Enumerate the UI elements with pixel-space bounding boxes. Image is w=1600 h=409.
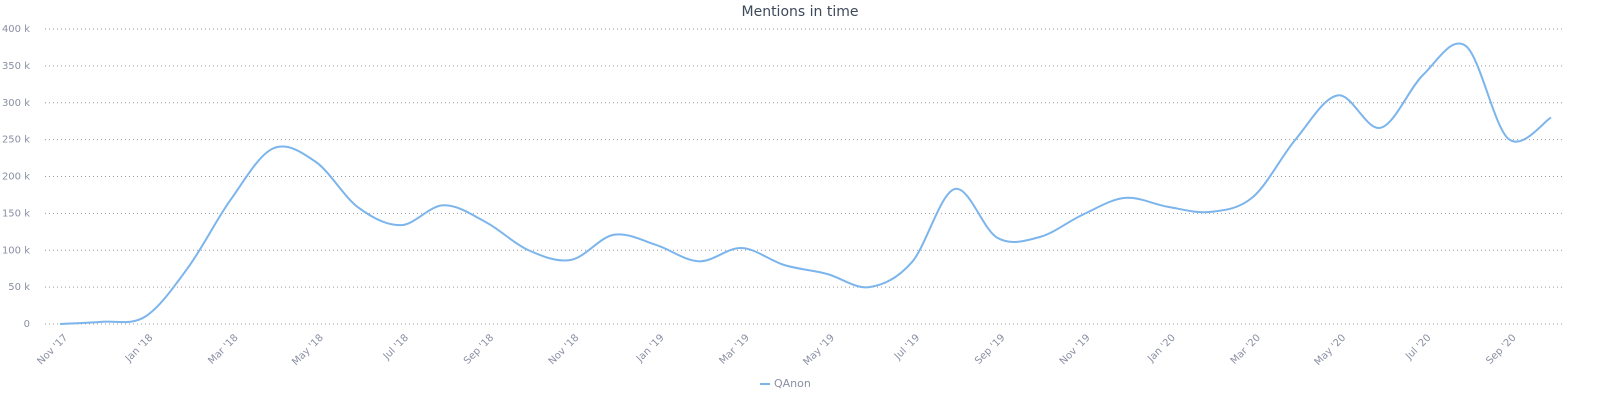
x-tick-label: Mar '18 xyxy=(206,332,240,366)
y-tick-label: 300 k xyxy=(2,98,30,109)
x-tick-label: Nov '18 xyxy=(547,332,582,367)
x-tick-label: Sep '18 xyxy=(462,332,496,366)
x-tick-label: Jan '18 xyxy=(123,332,156,365)
x-tick-label: Jul '20 xyxy=(1403,332,1433,362)
x-tick-label: Nov '19 xyxy=(1058,332,1093,367)
y-tick-label: 50 k xyxy=(8,282,30,293)
y-tick-label: 0 xyxy=(24,319,30,330)
x-tick-label: May '18 xyxy=(290,332,326,368)
y-tick-label: 100 k xyxy=(2,245,30,256)
y-tick-label: 150 k xyxy=(2,208,30,219)
x-tick-label: Sep '20 xyxy=(1484,332,1518,366)
x-tick-label: Mar '19 xyxy=(718,332,752,366)
x-tick-label: Jan '20 xyxy=(1145,332,1178,365)
y-tick-label: 400 k xyxy=(2,24,30,35)
line xyxy=(59,42,1552,325)
y-tick-label: 250 k xyxy=(2,135,30,146)
legend-label: QAnon xyxy=(774,377,811,390)
x-tick-label: Jan '19 xyxy=(634,332,667,365)
x-tick-label: Jul '19 xyxy=(892,332,922,362)
y-tick-label: 350 k xyxy=(2,61,30,72)
x-tick-label: Sep '19 xyxy=(973,332,1007,366)
x-tick-label: Mar '20 xyxy=(1229,332,1263,366)
x-tick-label: Jul '18 xyxy=(381,332,411,362)
y-tick-label: 200 k xyxy=(2,172,30,183)
chart-title: Mentions in time xyxy=(742,4,859,20)
x-tick-label: May '19 xyxy=(801,332,837,368)
x-tick-label: May '20 xyxy=(1313,332,1349,368)
x-tick-label: Nov '17 xyxy=(35,332,70,367)
